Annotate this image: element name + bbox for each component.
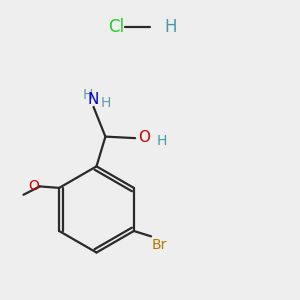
Text: Cl: Cl — [108, 18, 124, 36]
Text: Br: Br — [152, 238, 167, 252]
Text: O: O — [28, 179, 39, 193]
Text: H: H — [101, 96, 111, 110]
Text: H: H — [165, 18, 177, 36]
Text: H: H — [157, 134, 167, 148]
Text: O: O — [138, 130, 150, 145]
Text: H: H — [83, 88, 93, 102]
Text: N: N — [88, 92, 99, 107]
